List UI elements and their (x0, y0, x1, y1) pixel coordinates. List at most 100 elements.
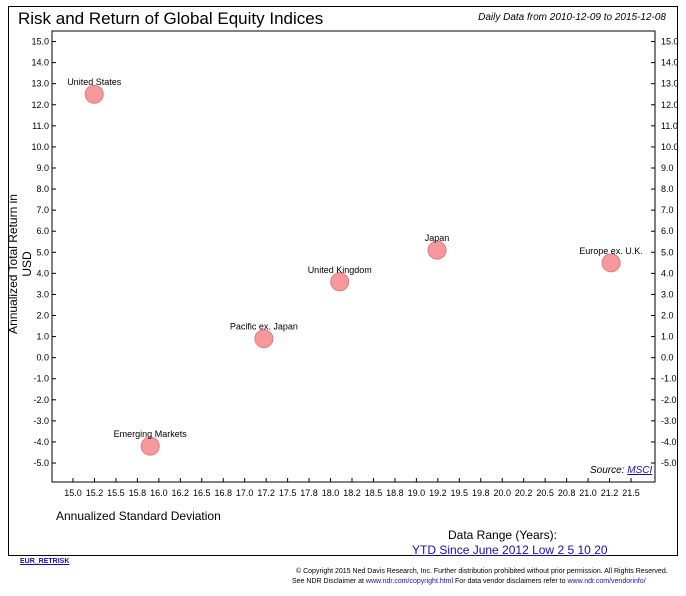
y-tick-label: 15.0 (31, 37, 49, 47)
x-tick-label: 18.8 (386, 488, 404, 498)
date-range-note: Daily Data from 2010-12-09 to 2015-12-08 (478, 12, 666, 23)
y-tick-label: -5.0 (33, 458, 49, 468)
y-tick-label: 0.0 (661, 353, 674, 363)
x-tick-label: 20.2 (515, 488, 533, 498)
y-tick-label: 3.0 (36, 289, 49, 299)
y-tick-label: -1.0 (661, 374, 677, 384)
disclaimer-note: See NDR Disclaimer at www.ndr.com/copyri… (292, 578, 646, 585)
data-point (254, 329, 274, 349)
y-tick-label: 5.0 (661, 247, 674, 257)
y-tick-label: 6.0 (661, 226, 674, 236)
x-tick-label: 21.5 (622, 488, 640, 498)
y-tick-label: 9.0 (36, 163, 49, 173)
x-tick-label: 15.8 (129, 488, 147, 498)
y-tick-label: 2.0 (661, 311, 674, 321)
y-tick-label: -2.0 (33, 395, 49, 405)
disclaimer-mid: For data vendor disclaimers refer to (453, 578, 568, 585)
y-tick-label: 8.0 (661, 184, 674, 194)
data-point-label: United States (67, 77, 122, 87)
data-range-options: YTD Since June 2012 Low 2 5 10 20 (412, 543, 608, 557)
data-point (427, 240, 447, 260)
plot-axes (51, 30, 656, 483)
x-tick-label: 15.2 (86, 488, 104, 498)
data-point-label: Japan (425, 233, 450, 243)
data-point-label: Emerging Markets (114, 429, 188, 439)
x-tick-label: 18.0 (322, 488, 340, 498)
y-ticks-left: 15.0 14.0 13.0 12.0 11.0 10.0 9.0 8.0 7.0 6.0 5.0 4… (31, 37, 56, 468)
source-label: Source: (590, 465, 625, 476)
data-range-title: Data Range (Years): (448, 528, 557, 542)
y-tick-label: 2.0 (36, 311, 49, 321)
x-tick-label: 17.8 (300, 488, 318, 498)
y-tick-label: -1.0 (33, 374, 49, 384)
x-tick-label: 16.0 (150, 488, 168, 498)
x-tick-label: 16.2 (172, 488, 190, 498)
y-tick-label: 5.0 (36, 247, 49, 257)
disclaimer-prefix: See NDR Disclaimer at (292, 578, 366, 585)
data-point-label: Europe ex. U.K. (579, 246, 643, 256)
plot-area-border (51, 30, 656, 483)
y-tick-label: -4.0 (661, 437, 677, 447)
y-tick-label: 7.0 (661, 205, 674, 215)
y-tick-label: 12.0 (31, 100, 49, 110)
source-note: Source: MSCI (590, 465, 652, 476)
y-tick-label: 15.0 (661, 37, 679, 47)
y-tick-label: 0.0 (36, 353, 49, 363)
x-tick-label: 20.0 (493, 488, 511, 498)
x-tick-label: 19.2 (429, 488, 447, 498)
data-point (601, 253, 621, 273)
y-ticks-right: 15.0 14.0 13.0 12.0 11.0 10.0 9.0 8.0 7.0 6.0 5.0 4… (651, 37, 679, 468)
range-option-5[interactable]: 5 (567, 543, 575, 557)
y-tick-label: -3.0 (661, 416, 677, 426)
range-option-20[interactable]: 20 (594, 543, 608, 557)
y-tick-label: 4.0 (36, 268, 49, 278)
data-point (84, 84, 104, 104)
x-tick-label: 19.0 (408, 488, 426, 498)
y-axis-label: Annualized Total Return in USD (6, 194, 34, 334)
x-tick-label: 21.0 (579, 488, 597, 498)
x-tick-label: 21.2 (601, 488, 619, 498)
x-tick-label: 19.5 (451, 488, 469, 498)
y-tick-label: 8.0 (36, 184, 49, 194)
y-tick-label: -2.0 (661, 395, 677, 405)
data-points: United States Emerging Markets Pacific ex.… (67, 77, 643, 456)
copyright-link[interactable]: www.ndr.com/copyright.html (365, 578, 454, 585)
x-tick-label: 17.2 (257, 488, 275, 498)
y-tick-label: 14.0 (31, 58, 49, 68)
y-tick-label: 13.0 (661, 79, 679, 89)
y-tick-label: 9.0 (661, 163, 674, 173)
x-tick-label: 20.8 (558, 488, 576, 498)
range-option-10[interactable]: 10 (577, 543, 591, 557)
y-tick-label: -3.0 (33, 416, 49, 426)
data-point (330, 272, 350, 292)
source-link-msci[interactable]: MSCI (627, 465, 653, 476)
y-tick-label: 1.0 (36, 332, 49, 342)
y-tick-label: 6.0 (36, 226, 49, 236)
data-point-label: United Kingdom (308, 265, 372, 275)
vendor-info-link[interactable]: www.ndr.com/vendorinfo/ (567, 578, 646, 585)
chart-title: Risk and Return of Global Equity Indices (18, 9, 324, 28)
x-tick-label: 15.5 (107, 488, 125, 498)
chart-frame (8, 6, 678, 556)
y-tick-label: 10.0 (661, 142, 679, 152)
range-option-ytd[interactable]: YTD (412, 543, 436, 557)
x-tick-label: 17.0 (236, 488, 254, 498)
x-tick-label: 20.5 (536, 488, 554, 498)
y-tick-label: -5.0 (661, 458, 677, 468)
y-tick-label: 10.0 (31, 142, 49, 152)
x-tick-label: 16.8 (214, 488, 232, 498)
x-tick-label: 17.5 (279, 488, 297, 498)
y-tick-label: 13.0 (31, 79, 49, 89)
y-tick-label: 3.0 (661, 289, 674, 299)
data-point-label: Pacific ex. Japan (230, 322, 298, 332)
x-tick-label: 16.5 (193, 488, 211, 498)
copyright-note: © Copyright 2015 Ned Davis Research, Inc… (296, 568, 668, 575)
y-tick-label: -4.0 (33, 437, 49, 447)
chart-ticker-link[interactable]: EUR_RETRISK (20, 558, 70, 565)
x-axis-label: Annualized Standard Deviation (56, 509, 221, 523)
y-tick-label: 1.0 (661, 332, 674, 342)
x-tick-label: 18.5 (365, 488, 383, 498)
range-option-2[interactable]: 2 (557, 543, 565, 557)
range-option-since-low[interactable]: Since June 2012 Low (439, 543, 555, 557)
